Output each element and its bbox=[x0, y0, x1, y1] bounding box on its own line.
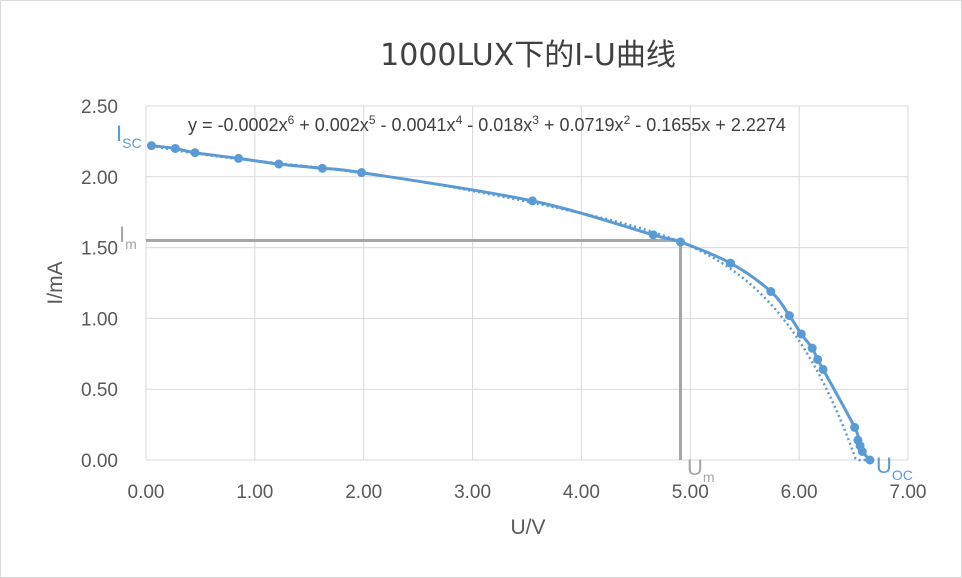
data-points bbox=[146, 141, 875, 465]
y-tick-label: 0.00 bbox=[81, 451, 118, 472]
data-point bbox=[170, 143, 180, 153]
data-point bbox=[818, 364, 828, 374]
data-point bbox=[648, 230, 658, 240]
x-axis-title: U/V bbox=[510, 516, 545, 539]
data-point bbox=[274, 159, 284, 169]
data-point bbox=[190, 148, 200, 158]
data-point bbox=[726, 258, 736, 268]
data-point bbox=[857, 447, 867, 457]
y-axis-ticks: 0.00 0.50 1.00 1.50 2.00 2.50 bbox=[81, 97, 118, 472]
y-tick-label: 2.00 bbox=[81, 168, 118, 189]
x-tick-label: 0.00 bbox=[128, 482, 165, 503]
um-label: Um bbox=[687, 455, 715, 485]
isc-label: ISC bbox=[116, 121, 142, 151]
y-axis-title: I/mA bbox=[44, 261, 67, 304]
chart-title: 1000LUX下的I-U曲线 bbox=[380, 38, 676, 73]
x-tick-label: 2.00 bbox=[345, 482, 382, 503]
x-tick-label: 5.00 bbox=[672, 482, 709, 503]
x-tick-label: 7.00 bbox=[890, 482, 927, 503]
y-tick-label: 0.50 bbox=[81, 380, 118, 401]
data-point bbox=[234, 153, 244, 163]
data-point bbox=[527, 196, 537, 206]
data-point bbox=[813, 354, 823, 364]
im-label: Im bbox=[119, 222, 137, 252]
data-point bbox=[766, 286, 776, 296]
uoc-label: UOC bbox=[876, 453, 913, 483]
data-point bbox=[796, 329, 806, 339]
x-tick-label: 4.00 bbox=[563, 482, 600, 503]
x-tick-label: 3.00 bbox=[454, 482, 491, 503]
data-point bbox=[807, 343, 817, 353]
data-point bbox=[865, 455, 875, 465]
data-point bbox=[146, 141, 156, 151]
y-tick-label: 1.00 bbox=[81, 309, 118, 330]
data-point bbox=[357, 168, 367, 178]
grid-lines bbox=[145, 105, 909, 461]
x-tick-label: 1.00 bbox=[236, 482, 273, 503]
data-point bbox=[317, 163, 327, 173]
data-point bbox=[784, 311, 794, 321]
x-tick-label: 6.00 bbox=[781, 482, 818, 503]
y-tick-label: 1.50 bbox=[81, 239, 118, 260]
x-axis-ticks: 0.00 1.00 2.00 3.00 4.00 5.00 6.00 7.00 bbox=[128, 482, 927, 503]
data-point bbox=[675, 237, 685, 247]
max-power-lines bbox=[146, 239, 682, 460]
data-point bbox=[850, 422, 860, 432]
iu-curve-line bbox=[151, 144, 871, 462]
trendline-path bbox=[151, 144, 870, 462]
trendline-equation: y = -0.0002x6 + 0.002x5 - 0.0041x4 - 0.0… bbox=[188, 113, 786, 135]
y-tick-label: 2.50 bbox=[81, 97, 118, 118]
